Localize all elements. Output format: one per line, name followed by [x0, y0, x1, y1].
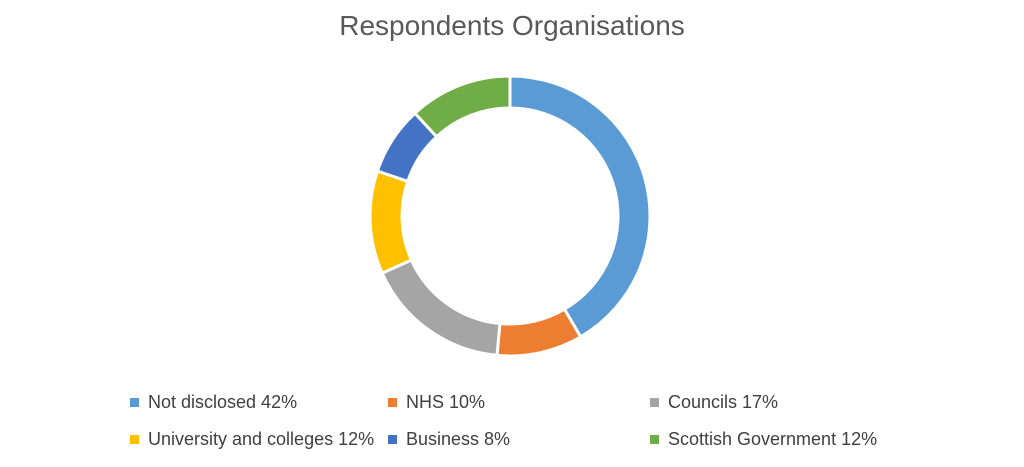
donut-slice-scottish-government [412, 74, 512, 139]
legend-label: NHS 10% [406, 392, 486, 412]
legend-item: NHS 10% [388, 392, 485, 413]
legend-label: Councils 17% [668, 392, 779, 412]
legend-label: Scottish Government 12% [668, 429, 878, 449]
legend-swatch [388, 398, 397, 407]
legend-label: Not disclosed 42% [148, 392, 298, 412]
legend-swatch [388, 435, 397, 444]
legend-swatch [130, 398, 139, 407]
legend-item: Not disclosed 42% [130, 392, 297, 413]
donut-slice-not-disclosed [508, 74, 652, 339]
chart-title: Respondents Organisations [339, 10, 685, 41]
legend-item: Councils 17% [650, 392, 778, 413]
legend-item: Scottish Government 12% [650, 429, 877, 450]
donut-slice-university-and-colleges [368, 169, 414, 276]
donut-slice-nhs [495, 307, 583, 358]
legend-item: University and colleges 12% [130, 429, 374, 450]
legend-label: University and colleges 12% [148, 429, 375, 449]
legend-swatch [650, 435, 659, 444]
legend-swatch [650, 398, 659, 407]
legend-swatch [130, 435, 139, 444]
legend-label: Business 8% [406, 429, 511, 449]
legend-item: Business 8% [388, 429, 510, 450]
donut-slice-councils [380, 258, 502, 358]
